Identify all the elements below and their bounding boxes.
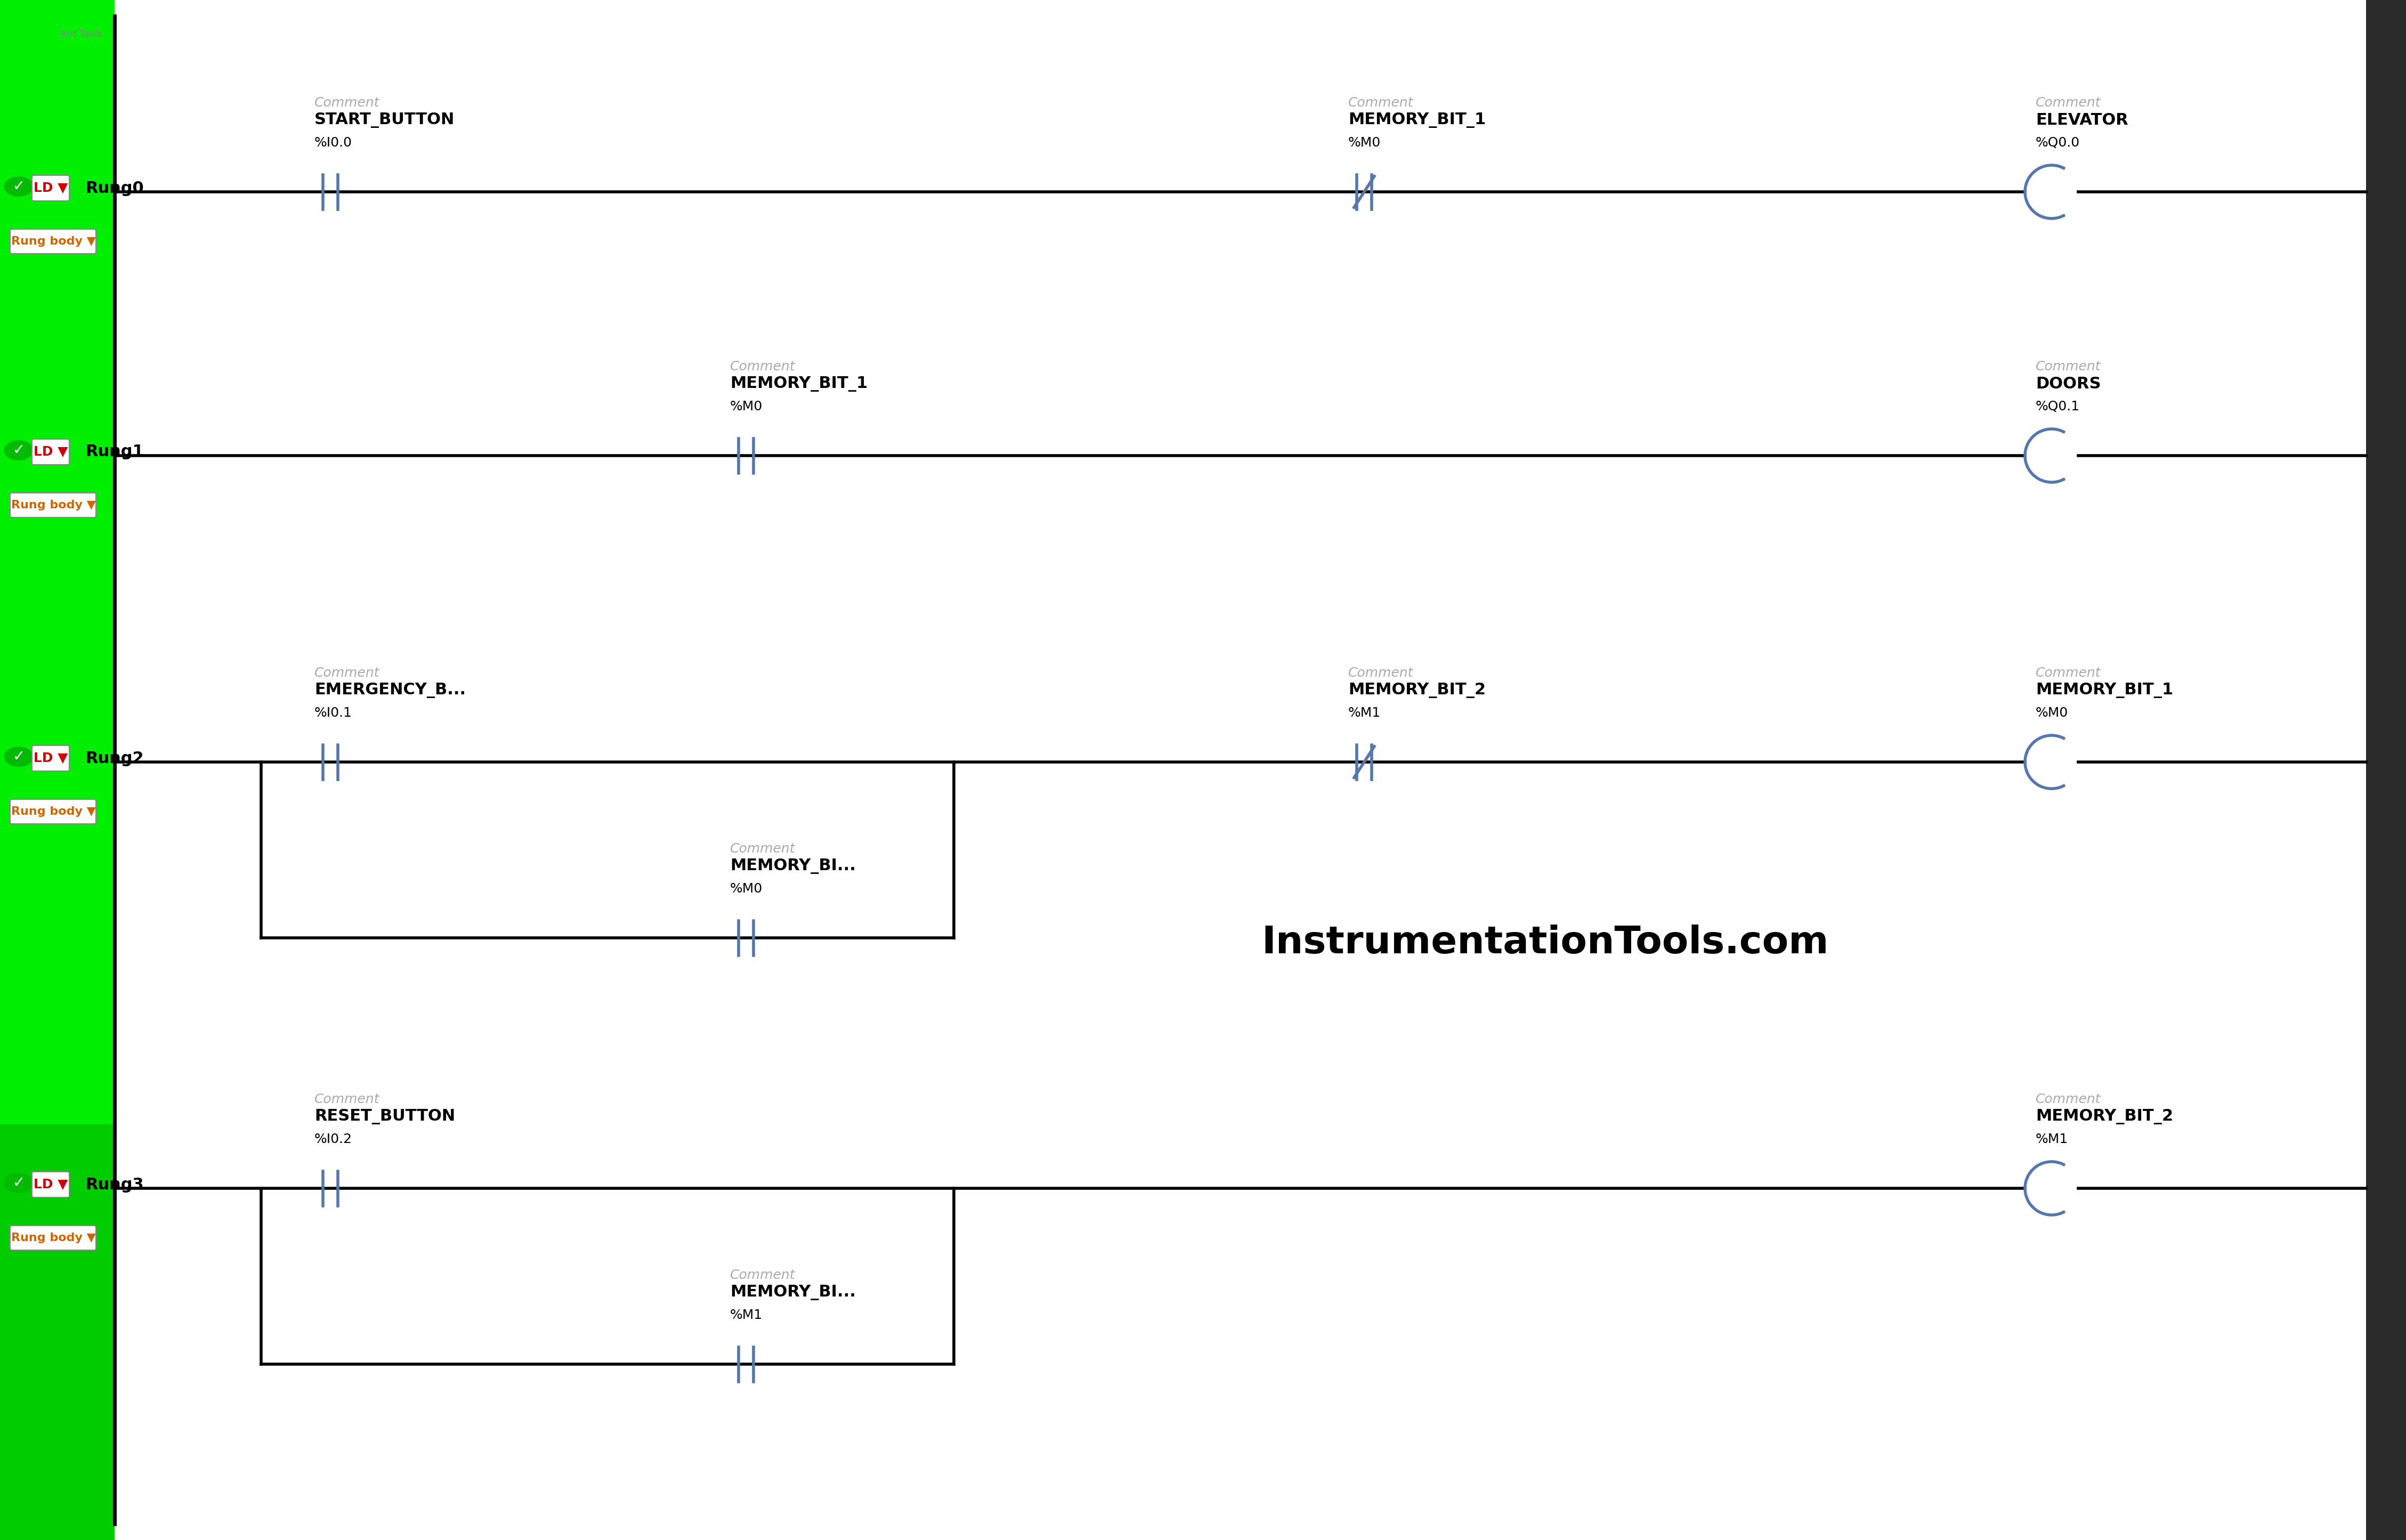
Text: MEMORY_BI...: MEMORY_BI... — [729, 858, 857, 873]
Text: Comment: Comment — [1347, 97, 1412, 109]
Text: DOORS: DOORS — [2035, 376, 2100, 391]
Text: MEMORY_BIT_1: MEMORY_BIT_1 — [2035, 682, 2173, 698]
Text: MEMORY_BIT_1: MEMORY_BIT_1 — [729, 376, 869, 391]
Text: RESET_BUTTON: RESET_BUTTON — [315, 1109, 455, 1124]
Ellipse shape — [5, 1173, 34, 1193]
FancyBboxPatch shape — [31, 1172, 70, 1198]
Text: %M0: %M0 — [729, 400, 763, 413]
Text: EMERGENCY_B...: EMERGENCY_B... — [315, 682, 467, 698]
Text: ELEVATOR: ELEVATOR — [2035, 112, 2129, 128]
Text: Comment: Comment — [2035, 1093, 2100, 1106]
Text: %Q0.1: %Q0.1 — [2035, 400, 2079, 413]
Text: Rung0: Rung0 — [84, 180, 144, 196]
Text: %M0: %M0 — [2035, 707, 2069, 719]
FancyBboxPatch shape — [10, 229, 96, 254]
Text: ✓: ✓ — [12, 179, 24, 194]
Text: Inst Tools: Inst Tools — [60, 29, 101, 38]
FancyBboxPatch shape — [31, 439, 70, 465]
FancyBboxPatch shape — [10, 493, 96, 517]
Text: Comment: Comment — [2035, 667, 2100, 679]
Text: InstrumentationTools.com: InstrumentationTools.com — [1261, 926, 1829, 961]
Text: Comment: Comment — [729, 1269, 796, 1281]
Text: %I0.0: %I0.0 — [315, 137, 351, 149]
Text: Comment: Comment — [729, 360, 796, 373]
Text: LD ▼: LD ▼ — [34, 182, 67, 194]
Text: ✓: ✓ — [12, 444, 24, 457]
Text: %I0.2: %I0.2 — [315, 1133, 351, 1146]
FancyBboxPatch shape — [31, 745, 70, 772]
Text: Rung1: Rung1 — [84, 444, 144, 459]
Text: %M1: %M1 — [2035, 1133, 2069, 1146]
Text: ✓: ✓ — [12, 750, 24, 764]
Text: Comment: Comment — [729, 842, 796, 855]
Ellipse shape — [5, 747, 34, 767]
Text: LD ▼: LD ▼ — [34, 445, 67, 459]
Text: LD ▼: LD ▼ — [34, 1178, 67, 1190]
Text: START_BUTTON: START_BUTTON — [315, 112, 455, 128]
Text: MEMORY_BIT_2: MEMORY_BIT_2 — [2035, 1109, 2173, 1124]
Text: Rung3: Rung3 — [84, 1177, 144, 1192]
Text: Rung body ▼: Rung body ▼ — [12, 807, 96, 816]
Text: %Q0.0: %Q0.0 — [2035, 137, 2079, 149]
FancyBboxPatch shape — [31, 176, 70, 200]
Text: LD ▼: LD ▼ — [34, 752, 67, 765]
Ellipse shape — [5, 177, 34, 197]
FancyBboxPatch shape — [10, 799, 96, 824]
Text: Comment: Comment — [315, 97, 380, 109]
Text: %M0: %M0 — [729, 882, 763, 895]
Text: Comment: Comment — [315, 1093, 380, 1106]
Text: ✓: ✓ — [12, 1175, 24, 1190]
Text: %I0.1: %I0.1 — [315, 707, 351, 719]
Text: Rung2: Rung2 — [84, 750, 144, 765]
Text: Rung body ▼: Rung body ▼ — [12, 236, 96, 246]
Text: %M1: %M1 — [1347, 707, 1381, 719]
Text: Comment: Comment — [2035, 97, 2100, 109]
Text: %M1: %M1 — [729, 1309, 763, 1321]
FancyBboxPatch shape — [10, 1226, 96, 1250]
Text: Comment: Comment — [2035, 360, 2100, 373]
Text: %M0: %M0 — [1347, 137, 1381, 149]
Bar — [0, 0, 115, 1540]
Text: Rung body ▼: Rung body ▼ — [12, 500, 96, 510]
Text: Comment: Comment — [315, 667, 380, 679]
Text: MEMORY_BIT_2: MEMORY_BIT_2 — [1347, 682, 1487, 698]
Text: Comment: Comment — [1347, 667, 1412, 679]
Text: MEMORY_BIT_1: MEMORY_BIT_1 — [1347, 112, 1487, 128]
Bar — [0, 1124, 115, 1540]
Text: Rung body ▼: Rung body ▼ — [12, 1232, 96, 1243]
Text: MEMORY_BI...: MEMORY_BI... — [729, 1284, 857, 1300]
Bar — [2365, 0, 2406, 1540]
Ellipse shape — [5, 440, 34, 460]
